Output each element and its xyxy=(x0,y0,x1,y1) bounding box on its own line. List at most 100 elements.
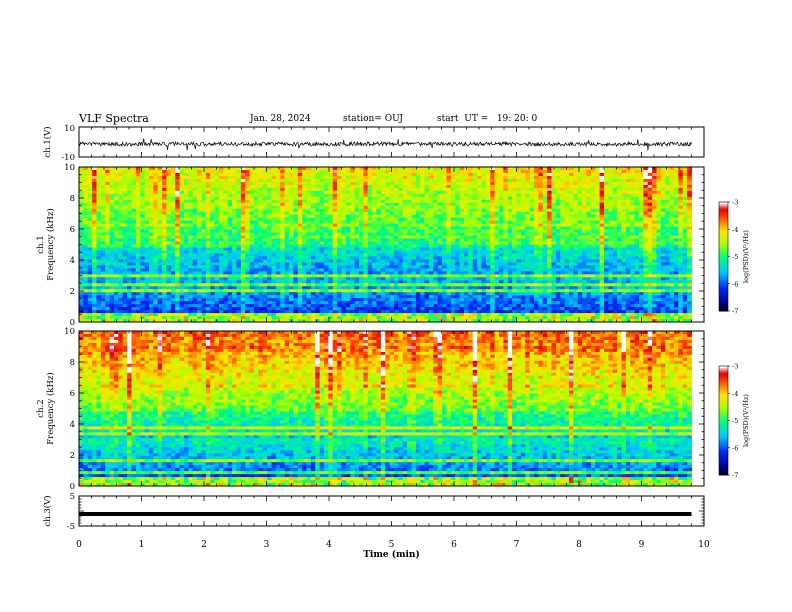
spectrogram-cell xyxy=(197,172,202,177)
spectrogram-cell xyxy=(319,262,325,266)
spectrogram-cell xyxy=(210,271,216,275)
spectrogram-cell xyxy=(240,319,246,323)
spectrogram-cell xyxy=(345,167,351,171)
spectrogram-cell xyxy=(297,259,303,263)
spectrogram-cell xyxy=(245,292,251,296)
spectrogram-cell xyxy=(437,217,443,222)
spectrogram-cell xyxy=(297,196,303,201)
spectrogram-cell xyxy=(337,223,342,228)
spectrogram-cell xyxy=(227,235,233,239)
spectrogram-cell xyxy=(289,199,294,204)
spectrogram-cell xyxy=(236,202,242,207)
spectrogram-cell xyxy=(464,310,469,314)
spectrogram-cell xyxy=(481,196,487,201)
spectrogram-cell xyxy=(122,289,128,293)
spectrogram-cell xyxy=(254,193,259,198)
spectrogram-cell xyxy=(131,214,137,219)
spectrogram-cell xyxy=(284,262,290,266)
spectrogram-cell xyxy=(359,220,364,225)
spectrogram-cell xyxy=(385,289,391,293)
spectrogram-cell xyxy=(140,244,146,248)
spectrogram-cell xyxy=(245,205,251,210)
spectrogram-cell xyxy=(324,238,329,242)
spectrogram-cell xyxy=(83,286,89,290)
spectrogram-cell xyxy=(363,256,369,260)
spectrogram-cell xyxy=(464,262,469,266)
spectrogram-cell xyxy=(131,262,137,266)
spectrogram-cell xyxy=(197,167,202,171)
spectrogram-cell xyxy=(398,196,404,201)
spectrogram-cell xyxy=(289,259,294,263)
spectrogram-cell xyxy=(433,202,439,207)
spectrogram-cell xyxy=(245,295,251,299)
spectrogram-cell xyxy=(310,214,316,219)
spectrogram-cell xyxy=(153,208,159,213)
spectrogram-cell xyxy=(254,301,259,305)
spectrogram-cell xyxy=(135,178,141,183)
spectrogram-cell xyxy=(289,190,294,195)
spectrogram-cell xyxy=(324,202,329,207)
spectrogram-cell xyxy=(429,310,434,314)
spectrogram-cell xyxy=(131,274,137,278)
spectrogram-cell xyxy=(490,247,496,251)
spectrogram-cell xyxy=(210,256,216,260)
spectrogram-cell xyxy=(297,220,303,225)
spectrogram-cell xyxy=(144,253,150,257)
spectrogram-cell xyxy=(433,244,439,248)
spectrogram-cell xyxy=(324,304,329,308)
spectrogram-cell xyxy=(433,229,439,233)
spectrogram-cell xyxy=(105,265,111,269)
spectrogram-cell xyxy=(446,289,452,293)
spectrogram-cell xyxy=(284,283,290,287)
spectrogram-cell xyxy=(394,259,399,263)
spectrogram-cell xyxy=(210,190,216,195)
spectrogram-cell xyxy=(267,292,272,296)
spectrogram-cell xyxy=(83,277,89,281)
spectrogram-cell xyxy=(175,229,181,233)
spectrogram-cell xyxy=(245,304,251,308)
spectrogram-cell xyxy=(131,167,137,171)
spectrogram-cell xyxy=(354,268,360,272)
spectrogram-cell xyxy=(249,301,255,305)
spectrogram-cell xyxy=(411,187,417,192)
spectrogram-cell xyxy=(184,277,189,281)
spectrogram-cell xyxy=(332,238,338,242)
spectrogram-cell xyxy=(262,190,268,195)
spectrogram-cell xyxy=(284,175,290,180)
spectrogram-cell xyxy=(153,190,159,195)
spectrogram-cell xyxy=(162,193,167,198)
spectrogram-cell xyxy=(310,211,316,216)
spectrogram-cell xyxy=(411,196,417,201)
spectrogram-cell xyxy=(262,187,268,192)
spectrogram-cell xyxy=(179,244,185,248)
spectrogram-cell xyxy=(398,319,404,323)
spectrogram-cell xyxy=(341,223,347,228)
spectrogram-cell xyxy=(468,217,474,222)
spectrogram-cell xyxy=(157,307,163,311)
spectrogram-cell xyxy=(494,226,500,230)
spectrogram-cell xyxy=(464,199,469,204)
spectrogram-cell xyxy=(100,253,106,257)
spectrogram-cell xyxy=(306,178,312,183)
spectrogram-cell xyxy=(201,271,207,275)
spectrogram-cell xyxy=(337,190,342,195)
spectrogram-cell xyxy=(131,229,137,233)
spectrogram-cell xyxy=(315,184,321,189)
spectrogram-cell xyxy=(420,307,426,311)
spectrogram-cell xyxy=(407,274,412,278)
spectrogram-cell xyxy=(363,172,369,177)
spectrogram-cell xyxy=(464,247,469,251)
spectrogram-cell xyxy=(446,307,452,311)
spectrogram-cell xyxy=(354,208,360,213)
spectrogram-cell xyxy=(407,220,412,225)
spectrogram-cell xyxy=(197,196,202,201)
spectrogram-cell xyxy=(254,295,259,299)
spectrogram-cell xyxy=(359,226,364,230)
spectrogram-cell xyxy=(227,298,233,302)
spectrogram-cell xyxy=(389,283,395,287)
spectrogram-cell xyxy=(319,247,325,251)
spectrogram-cell xyxy=(341,283,347,287)
spectrogram-cell xyxy=(437,310,443,314)
spectrogram-cell xyxy=(144,190,150,195)
spectrogram-cell xyxy=(293,286,299,290)
